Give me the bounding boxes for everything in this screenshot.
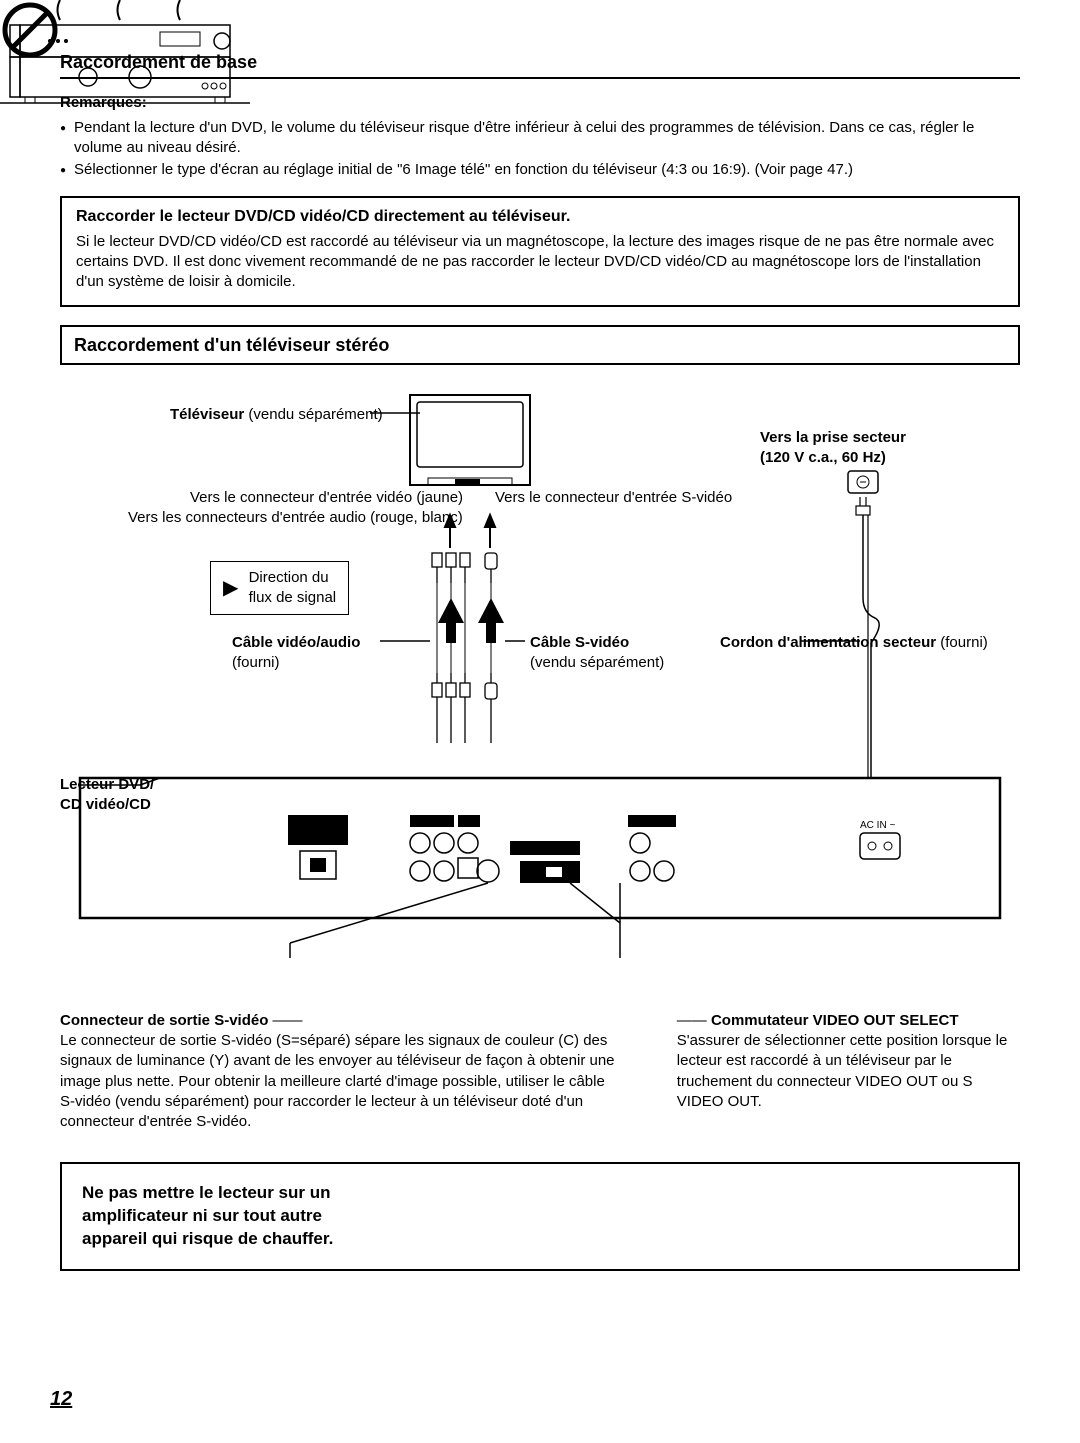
leader-icon: —— [273, 1012, 303, 1029]
svideo-in-label: Vers le connecteur d'entrée S-vidéo [495, 488, 732, 508]
remarque-item: Pendant la lecture d'un DVD, le volume d… [60, 118, 1020, 159]
remarques-list: Pendant la lecture d'un DVD, le volume d… [60, 118, 1020, 181]
videoout-desc-body: S'assurer de sélectionner cette position… [677, 1031, 1020, 1112]
wiring-diagram: AC IN ~ Téléviseur (vendu séparément) Ve… [60, 383, 1020, 1003]
video-in-label: Vers le connecteur d'entrée vidéo (jaune… [190, 488, 463, 508]
subsection-title: Raccordement d'un téléviseur stéréo [60, 325, 1020, 365]
remarque-item: Sélectionner le type d'écran au réglage … [60, 160, 1020, 180]
flow-direction-box: ▶ Direction du flux de signal [210, 561, 349, 616]
audio-in-label: Vers les connecteurs d'entrée audio (rou… [128, 508, 463, 528]
svideo-desc-body: Le connecteur de sortie S-vidéo (S=sépar… [60, 1031, 617, 1132]
power-cord-label: Cordon d'alimentation secteur (fourni) [720, 633, 988, 653]
leader-icon: —— [677, 1012, 711, 1029]
videoout-desc-title: Commutateur VIDEO OUT SELECT [711, 1012, 959, 1029]
warning-box: Ne pas mettre le lecteur sur un amplific… [60, 1162, 1020, 1271]
tv-label: Téléviseur (vendu séparément) [170, 405, 383, 425]
direct-box-body: Si le lecteur DVD/CD vidéo/CD est raccor… [76, 232, 1004, 293]
descriptions-row: Connecteur de sortie S-vidéo —— Le conne… [60, 1011, 1020, 1133]
mains-label: Vers la prise secteur (120 V c.a., 60 Hz… [760, 428, 906, 469]
stacked-equipment-icon [0, 0, 260, 110]
sv-cable-label: Câble S-vidéo (vendu séparément) [530, 633, 664, 674]
av-cable-label: Câble vidéo/audio (fourni) [232, 633, 360, 674]
player-label: Lecteur DVD/ CD vidéo/CD [60, 775, 154, 816]
arrow-right-icon: ▶ [223, 577, 238, 599]
warning-text: Ne pas mettre le lecteur sur un amplific… [82, 1182, 352, 1251]
direct-connection-box: Raccorder le lecteur DVD/CD vidéo/CD dir… [60, 196, 1020, 306]
svg-text:AC IN ~: AC IN ~ [860, 820, 895, 831]
page-number: 12 [50, 1386, 72, 1413]
direct-box-title: Raccorder le lecteur DVD/CD vidéo/CD dir… [76, 206, 1004, 228]
svideo-desc-title: Connecteur de sortie S-vidéo [60, 1012, 268, 1029]
